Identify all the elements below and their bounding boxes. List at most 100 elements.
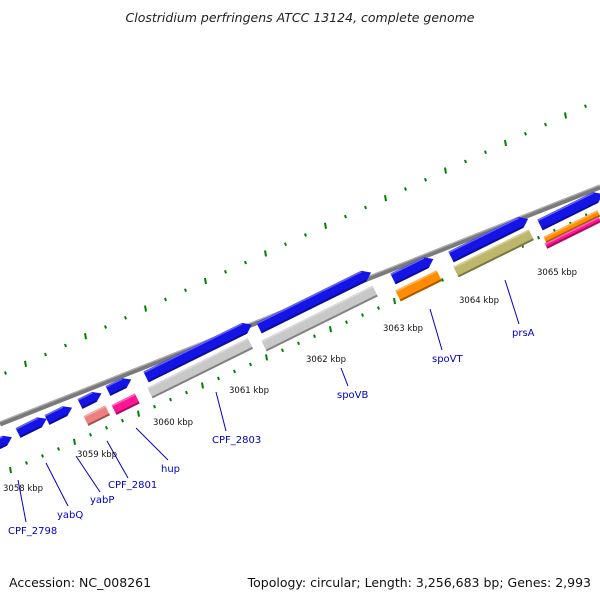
gene-body: [390, 257, 434, 285]
gc-tick: [164, 297, 167, 302]
gene-body: [15, 417, 47, 438]
kbp-label: 3059 kbp: [77, 450, 117, 460]
gc-tick: [444, 167, 447, 174]
gene-shine: [0, 435, 4, 443]
gc-tick: [124, 315, 127, 320]
leader-line: [75, 455, 101, 493]
gene-shade: [452, 225, 524, 263]
gene-shade: [87, 413, 110, 426]
gene-label: yabQ: [57, 510, 83, 521]
gene-shine: [544, 216, 600, 245]
gene-shine: [537, 192, 594, 222]
genome-title: Clostridium perfringens ATCC 13124, comp…: [125, 10, 475, 25]
leader-line: [429, 308, 443, 351]
gene-arrow: [77, 391, 102, 409]
gc-tick: [204, 277, 207, 285]
gene-shine: [453, 229, 530, 269]
inner-tick: [313, 334, 316, 339]
gene-body: [543, 210, 600, 244]
gene-body: [143, 322, 252, 383]
gene-shade: [260, 279, 367, 334]
gc-tick: [544, 122, 547, 127]
inner-tick: [265, 354, 268, 361]
gene-body: [256, 270, 372, 334]
gene-label: spoVB: [337, 390, 369, 401]
gene-arrow: [15, 417, 47, 438]
gene-shade: [0, 443, 8, 451]
gene-label: hup: [161, 464, 180, 475]
gc-tick: [364, 205, 367, 210]
gene-arrow: [448, 217, 529, 263]
inner-tick: [281, 348, 284, 353]
gene-label: CPF_2803: [212, 435, 261, 446]
leader-line: [45, 462, 69, 507]
gc-tick: [24, 360, 27, 367]
gene-shade: [48, 414, 68, 425]
gene-body: [83, 405, 110, 426]
inner-tick: [329, 326, 332, 333]
gc-tick: [264, 250, 267, 257]
inner-tick: [73, 438, 76, 446]
inner-tick: [105, 425, 108, 430]
gene-shine: [448, 217, 520, 254]
gene-shade: [147, 331, 248, 383]
gene-body: [453, 229, 534, 278]
gene-arrow: [537, 192, 600, 231]
inner-tick: [233, 369, 236, 374]
inner-tick: [297, 341, 300, 346]
gene-shade: [151, 346, 254, 399]
inner-tick: [153, 404, 156, 409]
gene-arrow: [544, 216, 600, 249]
leader-line: [215, 391, 227, 432]
gene-shine: [395, 270, 438, 293]
gene-shine: [15, 417, 38, 430]
gene-shine: [44, 406, 64, 417]
inner-tick: [169, 397, 172, 402]
inner-tick: [185, 390, 188, 395]
inner-tick: [9, 466, 12, 474]
gene-label: spoVT: [432, 354, 464, 365]
gc-tick: [304, 233, 307, 237]
gc-tick: [224, 269, 227, 274]
gene-shine: [261, 285, 374, 343]
gene-shade: [109, 386, 127, 396]
leader-line: [17, 479, 27, 523]
gene-shade: [541, 201, 599, 231]
gc-tick: [384, 195, 387, 202]
gene-body: [147, 337, 254, 399]
gene-label: CPF_2801: [108, 480, 157, 491]
gene-label: yabP: [90, 495, 114, 506]
gene-shade: [545, 214, 600, 244]
gene-arrow: [44, 406, 73, 425]
inner-tick: [41, 454, 44, 458]
leader-line: [106, 440, 129, 479]
inner-tick: [137, 410, 140, 417]
leader-line: [135, 427, 169, 461]
gene-shine: [105, 378, 123, 388]
inner-tick: [393, 297, 396, 305]
gene-body: [44, 406, 73, 425]
gene-body: [0, 435, 12, 451]
gc-tick: [524, 131, 527, 136]
inner-tick: [121, 418, 124, 423]
gene-shade: [19, 425, 42, 438]
inner-tick: [25, 461, 28, 465]
gc-tick: [84, 333, 87, 340]
gene-arrow: [147, 337, 254, 399]
kbp-label: 3063 kbp: [383, 324, 423, 334]
gc-tick: [284, 242, 287, 247]
gc-tick: [464, 159, 467, 164]
gene-body: [105, 378, 132, 396]
gene-shine: [390, 257, 425, 276]
gene-arrow: [143, 322, 252, 383]
gene-shade: [546, 220, 600, 249]
accession-label: Accession: NC_008261: [9, 575, 152, 590]
gene-arrow: [395, 270, 442, 302]
gene-arrow: [261, 285, 378, 352]
inner-tick: [441, 278, 444, 282]
gene-shine: [77, 392, 93, 401]
gene-body: [77, 391, 102, 409]
gene-arrow: [390, 257, 434, 285]
gene-arrow: [111, 393, 140, 415]
gene-shine: [143, 323, 243, 374]
